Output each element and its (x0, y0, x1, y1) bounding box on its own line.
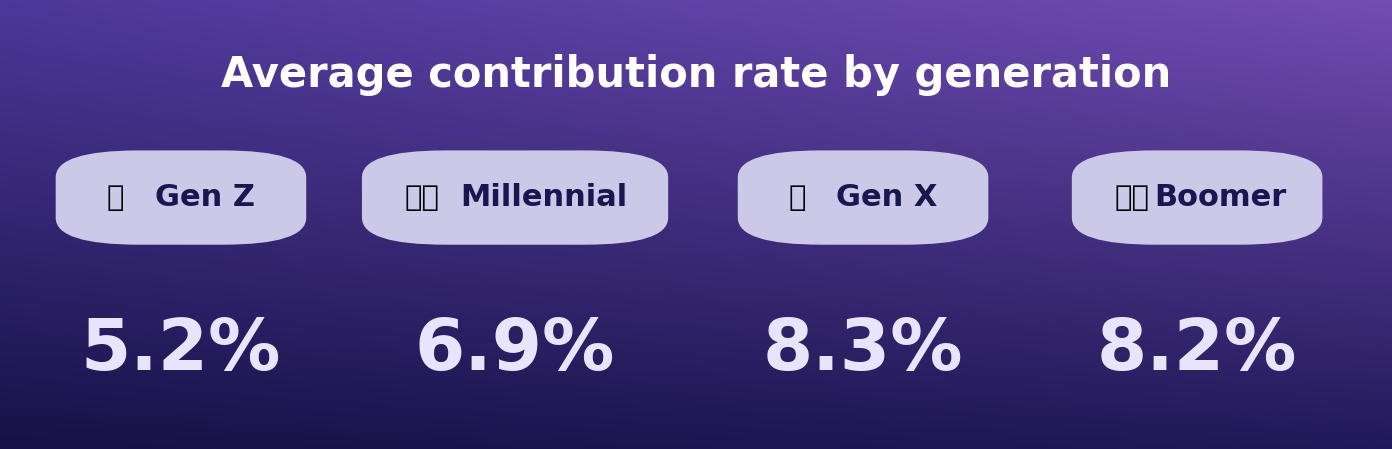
FancyBboxPatch shape (362, 150, 668, 245)
Text: 5.2%: 5.2% (81, 316, 281, 385)
Text: 👧: 👧 (107, 184, 124, 211)
FancyBboxPatch shape (738, 150, 988, 245)
Text: Boomer: Boomer (1154, 183, 1288, 212)
Text: Millennial: Millennial (461, 183, 628, 212)
Text: Gen X: Gen X (837, 183, 937, 212)
Text: 👵: 👵 (789, 184, 806, 211)
Text: 8.2%: 8.2% (1097, 316, 1297, 385)
Text: 8.3%: 8.3% (763, 316, 963, 385)
Text: Average contribution rate by generation: Average contribution rate by generation (221, 54, 1171, 96)
FancyBboxPatch shape (1072, 150, 1322, 245)
FancyBboxPatch shape (56, 150, 306, 245)
Text: 6.9%: 6.9% (415, 316, 615, 385)
Text: 👴🏼: 👴🏼 (1114, 184, 1150, 211)
Text: 👱🏾: 👱🏾 (404, 184, 440, 211)
Text: Gen Z: Gen Z (155, 183, 255, 212)
